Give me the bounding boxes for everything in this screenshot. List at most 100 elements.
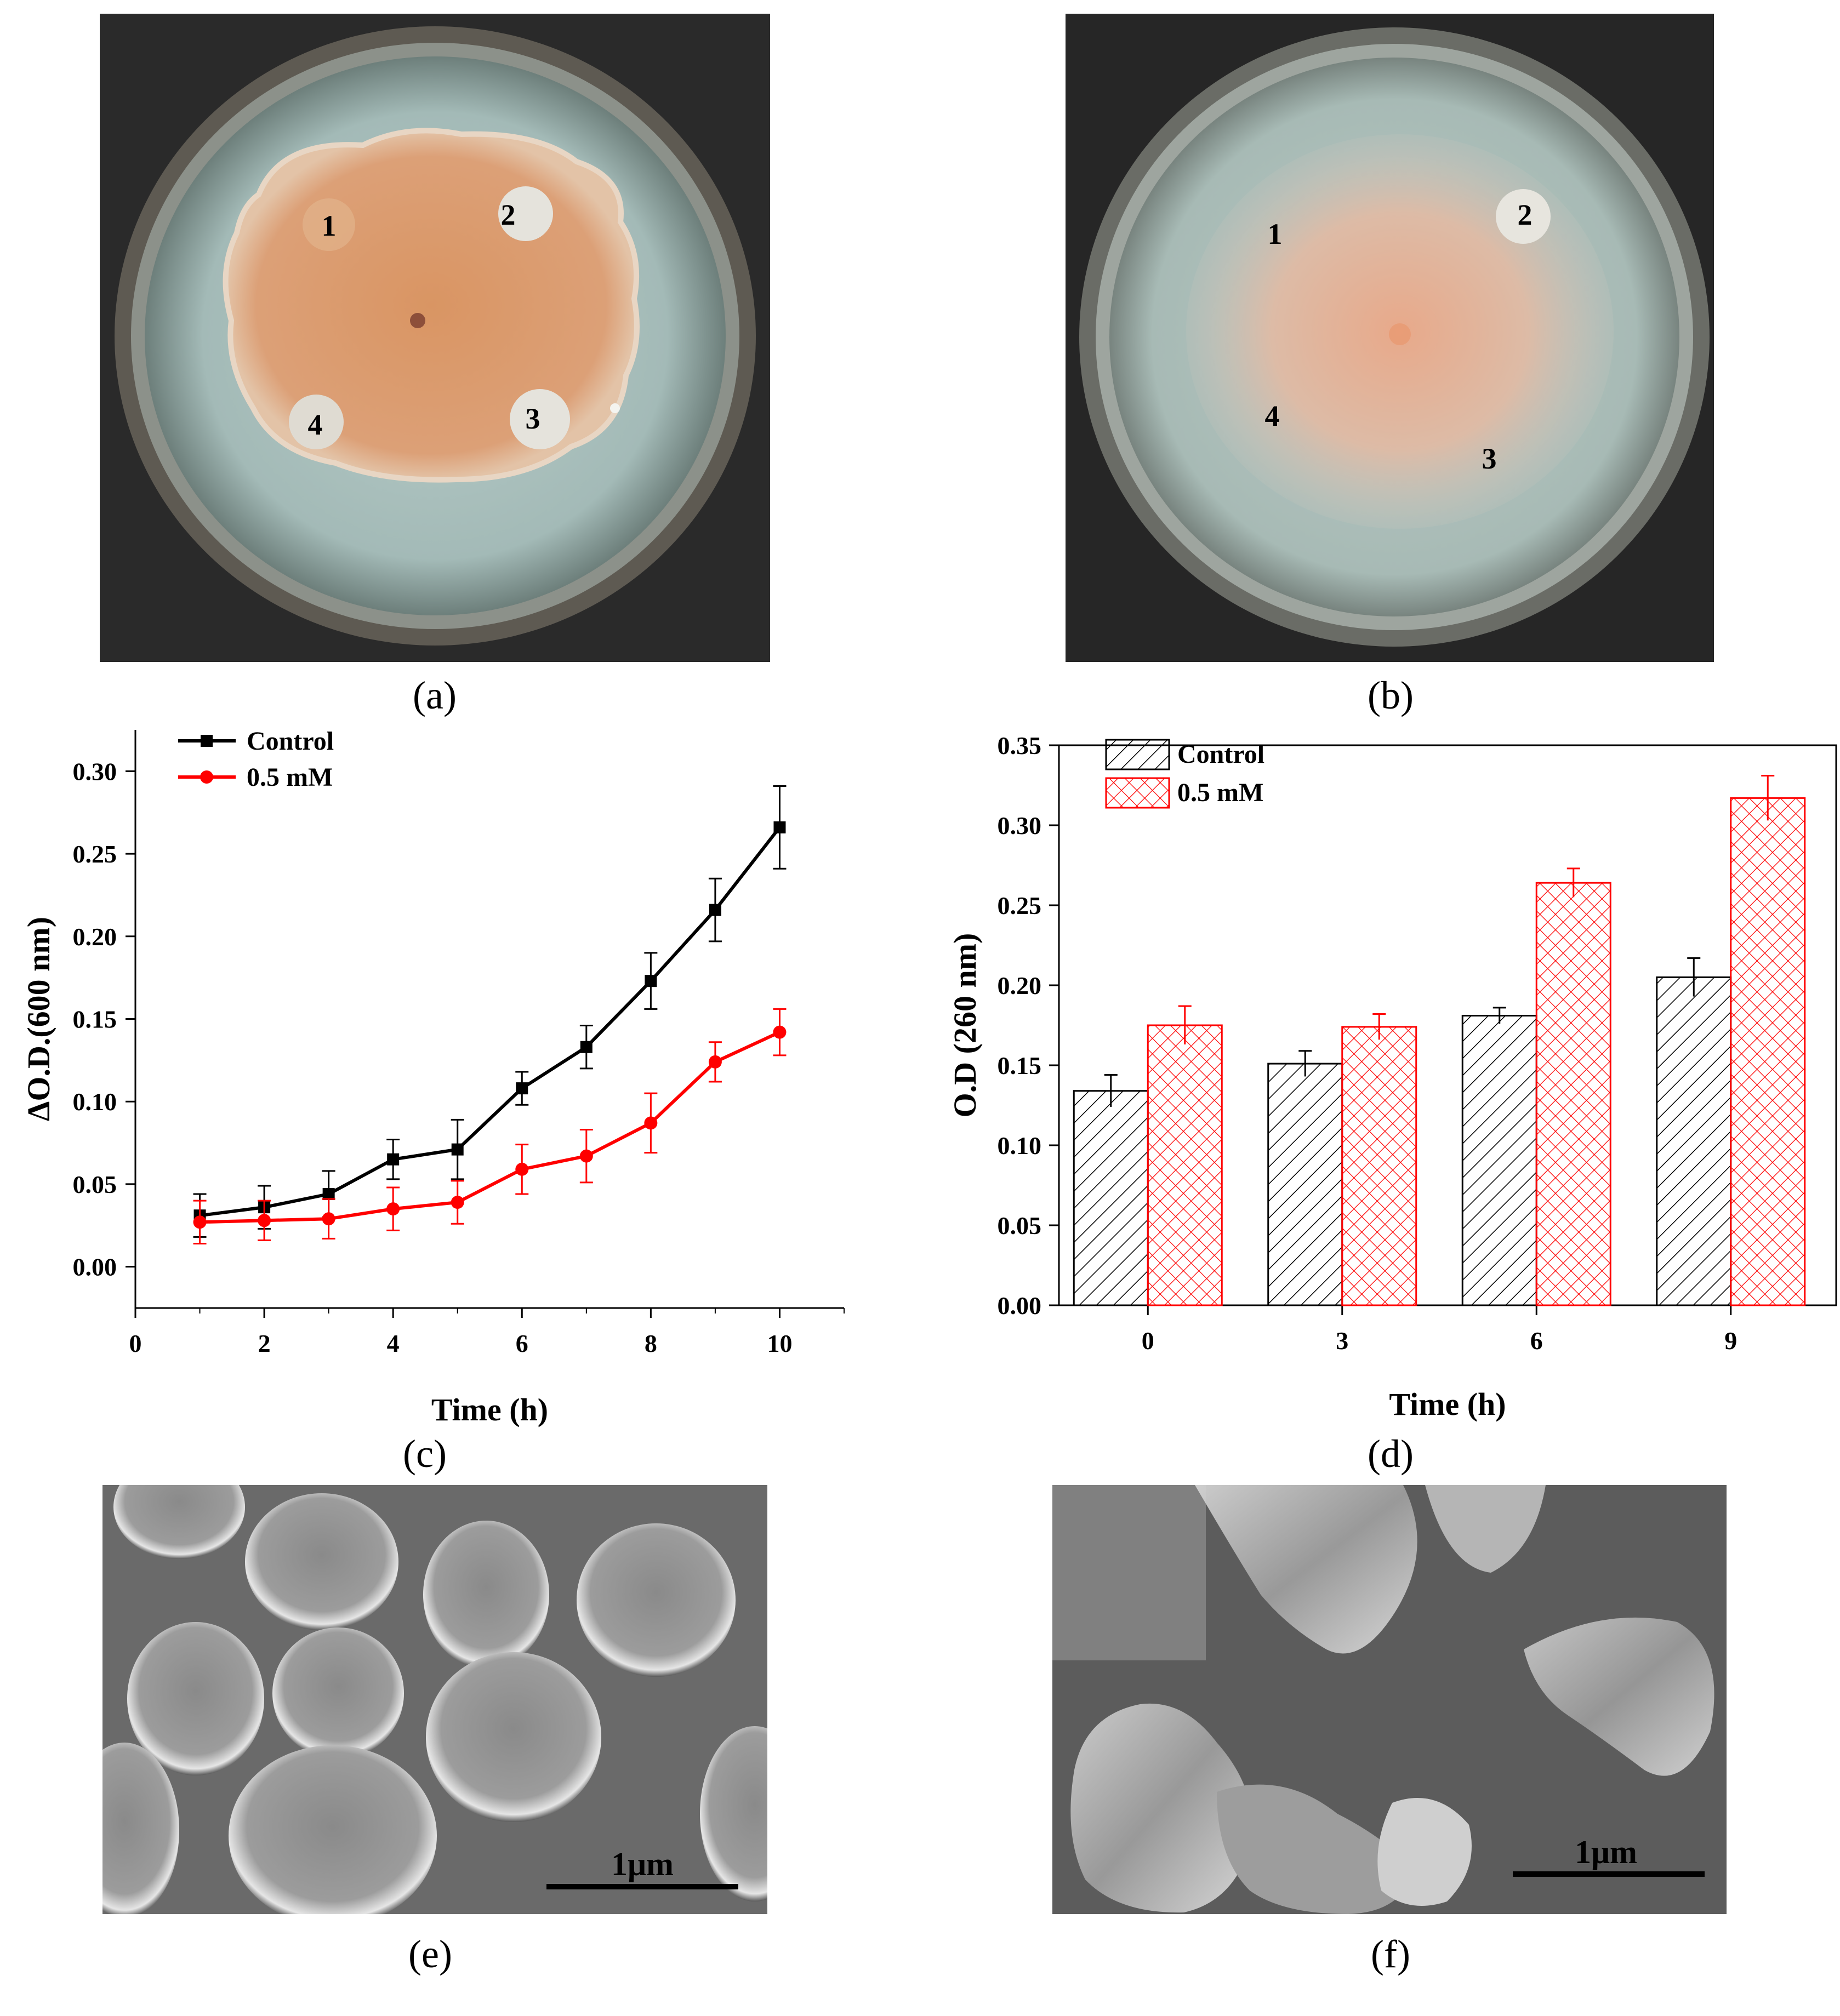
fungal-colony [223, 128, 640, 483]
well-2 [498, 186, 553, 241]
caption-b: (b) [1368, 673, 1414, 717]
x-tick-label: 3 [1336, 1327, 1348, 1355]
cell-debris [1070, 1703, 1252, 1913]
bar [1730, 797, 1806, 1306]
well-label-1: 1 [322, 209, 337, 242]
data-point [193, 1215, 207, 1229]
cell-debris [1425, 1485, 1546, 1573]
y-tick-label: 0.35 [998, 732, 1042, 759]
data-point [515, 1162, 529, 1176]
x-tick-label: 10 [767, 1329, 792, 1357]
y-tick-label: 0.00 [73, 1253, 117, 1281]
panel-b-photo: 1 2 3 4 [1066, 14, 1714, 662]
colony-center-spot [1389, 323, 1411, 345]
cell-debris [1377, 1798, 1472, 1906]
bar [1341, 1026, 1417, 1306]
legend-marker [201, 735, 213, 747]
bar [1461, 1014, 1537, 1306]
legend-marker [200, 770, 213, 784]
y-tick-label: 0.05 [73, 1170, 117, 1198]
sem-darkfield [1052, 1485, 1206, 1660]
y-tick-label: 0.30 [73, 757, 117, 785]
data-point [451, 1143, 464, 1156]
caption-c: (c) [403, 1432, 447, 1476]
x-tick-label: 0 [1142, 1327, 1154, 1355]
cell [102, 1743, 179, 1914]
data-point [645, 975, 657, 987]
well-label-2: 2 [1518, 198, 1533, 231]
data-point [451, 1196, 464, 1209]
sem-image-f: 1μm [1052, 1485, 1727, 1914]
series-line-0 [200, 826, 781, 1218]
data-point [387, 1153, 400, 1166]
data-point [644, 1116, 658, 1130]
cell-debris [1217, 1784, 1414, 1914]
cell-debris [1195, 1485, 1417, 1654]
well-label-3: 3 [1482, 442, 1497, 475]
bar [1535, 882, 1611, 1306]
well-label-2: 2 [501, 198, 516, 231]
caption-d: (d) [1368, 1432, 1414, 1476]
cell-debris [1524, 1617, 1714, 1776]
y-tick-label: 0.30 [998, 812, 1042, 839]
cell [113, 1485, 245, 1559]
bar [1267, 1063, 1343, 1306]
well-3 [510, 389, 570, 449]
x-tick-label: 4 [387, 1329, 400, 1357]
data-point [709, 904, 721, 916]
y-tick-label: 0.10 [73, 1088, 117, 1116]
y-tick-label: 0.20 [73, 923, 117, 951]
colony-contaminant-dot [610, 403, 620, 413]
bar [1073, 1090, 1149, 1306]
data-point [580, 1041, 593, 1053]
scale-bar-label: 1μm [611, 1846, 674, 1882]
caption-e: (e) [408, 1932, 452, 1976]
scale-bar-label: 1μm [1575, 1834, 1637, 1870]
cell [272, 1627, 404, 1759]
y-tick-label: 0.25 [73, 840, 117, 868]
y-tick-label: 0.05 [998, 1212, 1042, 1240]
caption-f: (f) [1371, 1932, 1410, 1976]
well-label-4: 4 [308, 408, 323, 441]
y-tick-label: 0.25 [998, 892, 1042, 920]
x-tick-label: 6 [516, 1329, 528, 1357]
data-point [579, 1149, 593, 1163]
bar [1656, 976, 1732, 1306]
x-tick-label: 0 [129, 1329, 142, 1357]
y-axis-title: ΔO.D.(600 nm) [21, 917, 56, 1121]
cell [245, 1493, 398, 1630]
cell [426, 1652, 601, 1822]
legend-label: 0.5 mM [1177, 778, 1263, 807]
petri-dish-b-image: 1 2 3 4 [1066, 14, 1714, 662]
y-tick-label: 0.10 [998, 1132, 1042, 1160]
legend-swatch [1105, 777, 1170, 809]
x-tick-label: 2 [258, 1329, 271, 1357]
well-4 [289, 395, 344, 449]
data-point [773, 821, 786, 833]
cell [229, 1745, 437, 1914]
cell [423, 1521, 549, 1669]
chart-c: 0 2 4 6 8 10 0.00 0.05 0.10 0.15 0.20 0.25 0.30 Time … [21, 727, 845, 1427]
y-tick-label: 0.20 [998, 972, 1042, 1000]
data-point [708, 1055, 722, 1069]
scale-bar [546, 1884, 738, 1889]
petri-dish-a-image: 1 2 3 4 [100, 14, 770, 662]
well-2 [1496, 189, 1551, 244]
panel-a-photo: 1 2 3 4 [100, 14, 770, 662]
y-tick-label: 0.15 [73, 1006, 117, 1033]
x-tick-label: 6 [1530, 1327, 1543, 1355]
x-tick-label: 8 [645, 1329, 657, 1357]
data-point [322, 1212, 335, 1226]
x-axis-title: Time (h) [1389, 1386, 1506, 1422]
data-point [516, 1082, 528, 1095]
y-tick-label: 0.15 [998, 1052, 1042, 1080]
chart-d: 0.00 0.05 0.10 0.15 0.20 0.25 0.30 0.35 0 3 6 9 Time… [947, 732, 1837, 1422]
data-point [773, 1025, 787, 1039]
x-tick-label: 9 [1724, 1327, 1737, 1355]
legend-label: Control [247, 727, 334, 756]
panel-e-micrograph: 1μm [102, 1485, 767, 1914]
well-label-1: 1 [1268, 218, 1283, 250]
data-point [322, 1188, 335, 1201]
legend-label: 0.5 mM [247, 763, 333, 792]
data-point [258, 1214, 271, 1227]
